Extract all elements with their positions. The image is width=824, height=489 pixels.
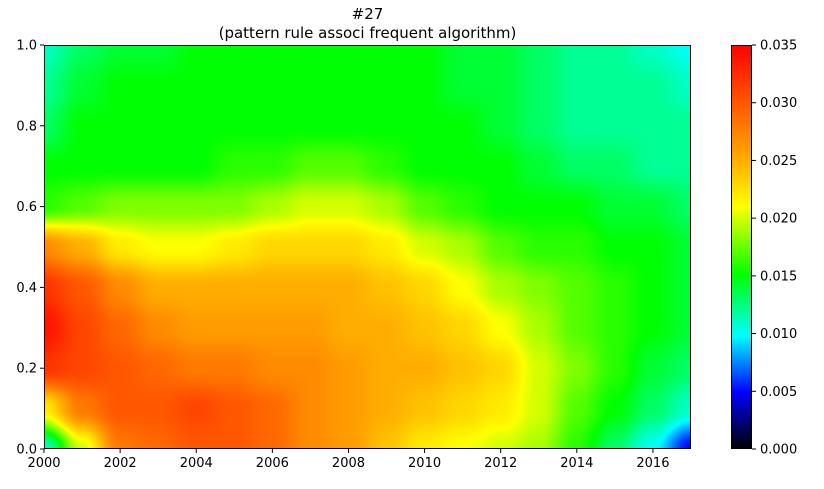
x-tick-label: 2008	[332, 456, 365, 471]
x-tick-label: 2002	[104, 456, 137, 471]
colorbar-tick-label: 0.000	[760, 443, 797, 458]
x-tick-label: 2010	[408, 456, 441, 471]
colorbar-tick-label: 0.025	[760, 154, 797, 169]
y-tick-label: 0.0	[16, 443, 37, 458]
x-tick-label: 2004	[180, 456, 213, 471]
x-tick-label: 2000	[27, 456, 60, 471]
colorbar-frame	[731, 45, 752, 449]
x-tick-label: 2014	[560, 456, 593, 471]
colorbar-gradient	[731, 45, 752, 449]
y-tick-label: 0.6	[16, 200, 37, 215]
y-tick-label: 0.8	[16, 119, 37, 134]
x-tick-label: 2016	[636, 456, 669, 471]
chart-title-block: #27 (pattern rule associ frequent algori…	[44, 5, 691, 43]
colorbar-tick-label: 0.035	[760, 39, 797, 54]
y-tick-label: 1.0	[16, 39, 37, 54]
chart-subtitle: (pattern rule associ frequent algorithm)	[218, 24, 517, 42]
heatmap-canvas	[44, 45, 691, 449]
y-tick-label: 0.4	[16, 281, 37, 296]
colorbar-tick-label: 0.005	[760, 385, 797, 400]
y-tick-label: 0.2	[16, 362, 37, 377]
colorbar-tick-label: 0.030	[760, 96, 797, 111]
x-tick-label: 2006	[256, 456, 289, 471]
colorbar-tick-label: 0.020	[760, 212, 797, 227]
x-tick-label: 2012	[484, 456, 517, 471]
plot-frame	[44, 45, 691, 449]
colorbar-tick-label: 0.010	[760, 327, 797, 342]
chart-title: #27	[351, 5, 384, 23]
colorbar-tick-label: 0.015	[760, 269, 797, 284]
